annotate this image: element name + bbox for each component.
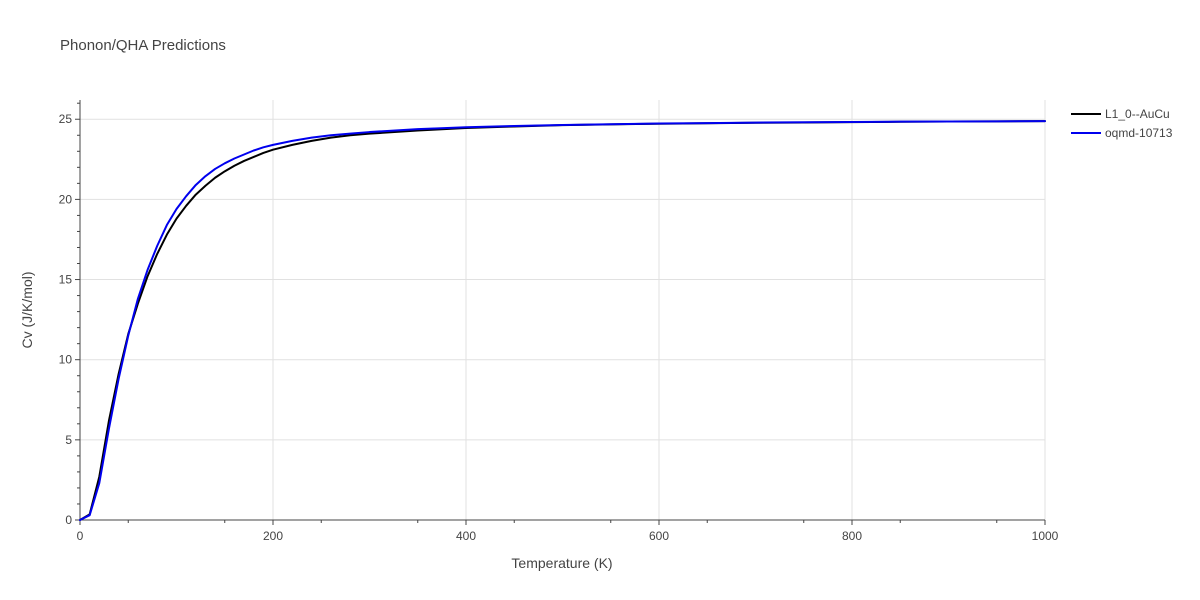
y-tick-labels: 0 5 10 15 20 25 <box>59 112 73 527</box>
y-tick-label: 15 <box>59 273 73 287</box>
x-tick-label: 0 <box>77 529 84 543</box>
x-tick-label: 1000 <box>1032 529 1059 543</box>
x-axis-title: Temperature (K) <box>511 555 612 571</box>
y-tick-label: 25 <box>59 112 73 126</box>
x-tick-labels: 0 200 400 600 800 1000 <box>77 529 1059 543</box>
x-tick-label: 200 <box>263 529 283 543</box>
axes <box>75 100 1046 525</box>
chart-title: Phonon/QHA Predictions <box>60 37 226 54</box>
y-tick-label: 0 <box>65 513 72 527</box>
series-line-1 <box>79 120 1046 521</box>
plot-area <box>79 120 1046 521</box>
x-tick-label: 600 <box>649 529 669 543</box>
grid-lines <box>80 100 1046 520</box>
y-axis-title: Cv (J/K/mol) <box>19 272 35 349</box>
series-line-2 <box>79 120 1046 521</box>
legend-label: L1_0--AuCu <box>1105 107 1170 121</box>
legend-label: oqmd-10713 <box>1105 126 1173 140</box>
legend-item-1[interactable]: L1_0--AuCu <box>1071 107 1170 121</box>
y-tick-label: 10 <box>59 353 73 367</box>
legend-item-2[interactable]: oqmd-10713 <box>1071 126 1173 140</box>
legend[interactable]: L1_0--AuCu oqmd-10713 <box>1071 107 1173 140</box>
x-tick-label: 800 <box>842 529 862 543</box>
y-tick-label: 20 <box>59 192 73 206</box>
y-tick-label: 5 <box>65 433 72 447</box>
x-tick-label: 400 <box>456 529 476 543</box>
